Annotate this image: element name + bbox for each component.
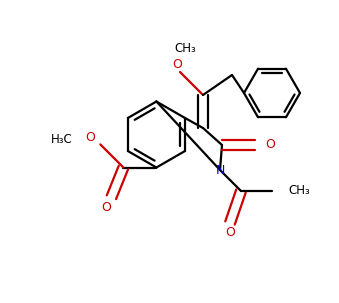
Text: H₃C: H₃C bbox=[51, 133, 72, 146]
Text: CH₃: CH₃ bbox=[288, 185, 310, 198]
Text: O: O bbox=[85, 131, 95, 144]
Text: CH₃: CH₃ bbox=[174, 42, 196, 55]
Text: O: O bbox=[101, 201, 111, 214]
Text: O: O bbox=[265, 138, 275, 152]
Text: N: N bbox=[215, 164, 225, 177]
Text: O: O bbox=[225, 227, 235, 239]
Text: O: O bbox=[172, 58, 182, 71]
